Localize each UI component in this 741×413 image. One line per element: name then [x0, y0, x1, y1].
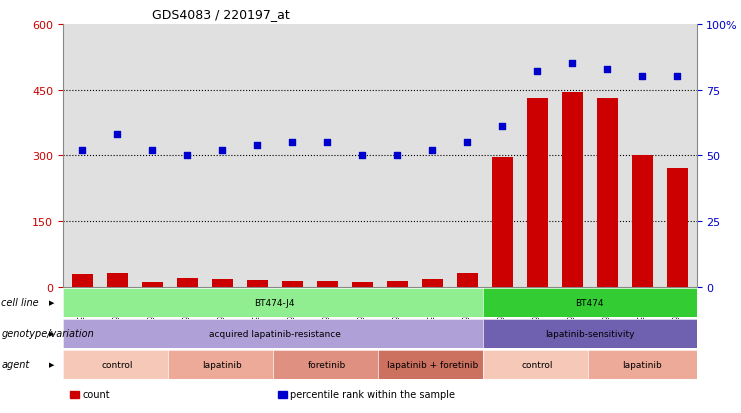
- Text: ▶: ▶: [49, 330, 55, 337]
- Bar: [632, 156, 653, 287]
- Point: [286, 140, 298, 146]
- Bar: [107, 273, 127, 287]
- Point: [602, 66, 614, 73]
- Text: ▶: ▶: [49, 299, 55, 306]
- Text: control: control: [102, 360, 133, 369]
- Point: [531, 69, 543, 75]
- Point: [671, 74, 683, 81]
- Text: BT474-J4: BT474-J4: [254, 298, 295, 307]
- Text: lapatinib + foretinib: lapatinib + foretinib: [387, 360, 478, 369]
- Text: lapatinib-sensitivity: lapatinib-sensitivity: [545, 329, 634, 338]
- Text: lapatinib: lapatinib: [622, 360, 662, 369]
- Text: agent: agent: [1, 359, 30, 370]
- Bar: [247, 280, 268, 287]
- Bar: [387, 282, 408, 287]
- Point: [426, 147, 438, 154]
- Point: [251, 142, 263, 149]
- Text: genotype/variation: genotype/variation: [1, 328, 94, 339]
- Point: [111, 132, 123, 138]
- Bar: [597, 99, 618, 287]
- Point: [146, 147, 158, 154]
- Point: [182, 153, 193, 159]
- Bar: [282, 281, 303, 287]
- Text: acquired lapatinib-resistance: acquired lapatinib-resistance: [209, 329, 341, 338]
- Bar: [72, 275, 93, 287]
- Bar: [142, 282, 163, 287]
- Point: [356, 153, 368, 159]
- Text: cell line: cell line: [1, 297, 39, 308]
- Text: control: control: [522, 360, 553, 369]
- Bar: [316, 282, 338, 287]
- Bar: [177, 278, 198, 287]
- Text: GDS4083 / 220197_at: GDS4083 / 220197_at: [152, 8, 290, 21]
- Bar: [527, 99, 548, 287]
- Text: BT474: BT474: [576, 298, 604, 307]
- Bar: [492, 158, 513, 287]
- Point: [322, 140, 333, 146]
- Bar: [212, 279, 233, 287]
- Point: [462, 140, 473, 146]
- Bar: [422, 279, 443, 287]
- Point: [216, 147, 228, 154]
- Text: count: count: [82, 389, 110, 399]
- Bar: [667, 169, 688, 287]
- Text: foretinib: foretinib: [308, 360, 346, 369]
- Point: [391, 153, 403, 159]
- Bar: [352, 282, 373, 287]
- Text: ▶: ▶: [49, 361, 55, 368]
- Bar: [562, 93, 582, 287]
- Point: [566, 61, 578, 67]
- Point: [496, 124, 508, 131]
- Text: lapatinib: lapatinib: [202, 360, 242, 369]
- Point: [76, 147, 88, 154]
- Point: [637, 74, 648, 81]
- Bar: [456, 273, 478, 287]
- Text: percentile rank within the sample: percentile rank within the sample: [290, 389, 455, 399]
